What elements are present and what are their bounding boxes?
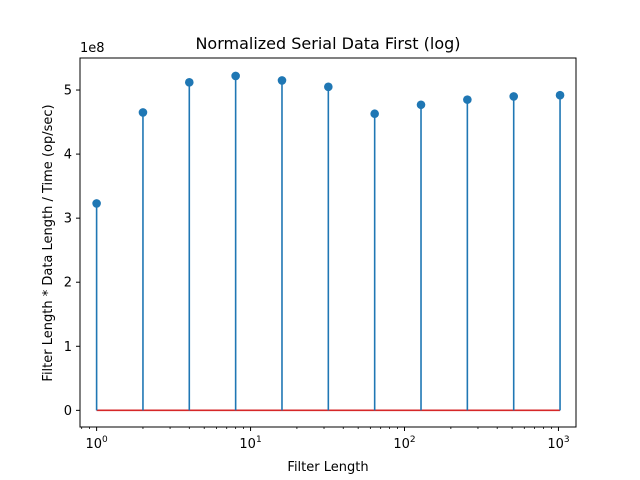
axes: 0 1 2 3 4 5 100 101 102 103 [64, 57, 577, 452]
stem-marker [138, 108, 148, 117]
y-axis-label: Filter Length * Data Length / Time (op/s… [41, 104, 56, 381]
y-tick-label: 4 [64, 148, 72, 163]
x-tick-label: 100 [85, 435, 108, 452]
y-tick-label: 5 [64, 84, 72, 99]
y-tick-label: 2 [64, 276, 72, 291]
stem-marker [277, 76, 287, 85]
x-tick-label: 103 [547, 435, 569, 452]
y-tick-label: 1 [64, 340, 72, 355]
y-tick-label: 3 [64, 212, 72, 227]
stem-marker [416, 100, 426, 110]
x-axis-label: Filter Length [287, 460, 368, 475]
y-axis-multiplier: 1e8 [80, 41, 105, 56]
axes-frame [79, 57, 577, 428]
stem-marker [92, 199, 101, 208]
x-tick-label: 101 [239, 435, 261, 452]
plot-area [92, 71, 565, 412]
stem-marker [184, 78, 194, 87]
stem-marker [555, 90, 565, 100]
x-tick-label: 102 [393, 435, 415, 452]
stem-marker [370, 109, 379, 119]
stem-marker [231, 71, 240, 81]
stem-marker [463, 95, 472, 104]
chart-title: Normalized Serial Data First (log) [195, 34, 460, 53]
stem-marker [324, 82, 333, 92]
y-tick-label: 0 [64, 404, 72, 419]
stem-marker [509, 92, 519, 101]
